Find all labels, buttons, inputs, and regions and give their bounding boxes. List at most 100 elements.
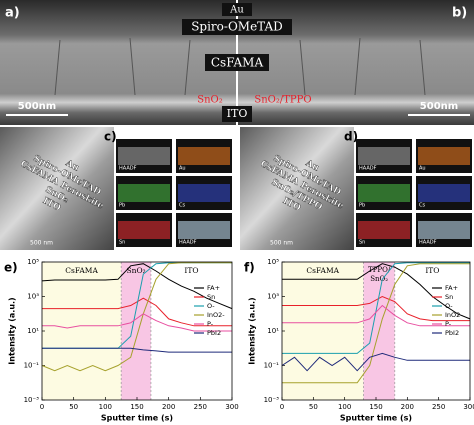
layer-label: SnO₂ bbox=[197, 95, 223, 106]
element-map-signal bbox=[118, 184, 170, 202]
x-tick-label: 300 bbox=[463, 403, 474, 411]
panel-label: e) bbox=[4, 261, 18, 275]
x-tick-label: 50 bbox=[309, 403, 318, 411]
series-line bbox=[41, 263, 233, 310]
element-map-label: HAADF bbox=[359, 166, 377, 172]
chart: CsFAMA TPPO/SnO₂ ITO 10⁻³ 10⁻¹ 10¹ 10³ 10⁵ 0 50 10… bbox=[244, 258, 474, 423]
layer-label: Spiro-OMeTAD bbox=[191, 20, 283, 34]
x-tick-label: 0 bbox=[40, 403, 44, 411]
scale-bar-label: 500nm bbox=[420, 101, 458, 112]
x-tick-label: 250 bbox=[194, 403, 207, 411]
y-tick-label: 10¹ bbox=[267, 327, 279, 335]
plot-frame bbox=[281, 261, 471, 401]
legend-label: InO2- bbox=[445, 311, 463, 319]
tem-image bbox=[240, 127, 354, 250]
region bbox=[121, 262, 151, 400]
element-map-label: Sn bbox=[359, 240, 365, 246]
panel-label: d) bbox=[344, 130, 358, 144]
panel-label: c) bbox=[104, 130, 117, 144]
x-tick-label: 200 bbox=[162, 403, 175, 411]
series-line bbox=[282, 263, 470, 384]
panel-label: f) bbox=[244, 261, 255, 275]
series-line bbox=[282, 263, 471, 320]
element-map-signal bbox=[418, 147, 470, 165]
legend-label: Sn bbox=[445, 293, 453, 301]
y-tick-label: 10³ bbox=[267, 293, 279, 301]
legend-label: PbI2 bbox=[445, 329, 459, 337]
element-map-signal bbox=[358, 184, 410, 202]
region bbox=[282, 262, 364, 400]
legend-label: FA+ bbox=[207, 284, 220, 292]
series-line bbox=[282, 262, 470, 354]
region-label: ITO bbox=[184, 266, 198, 275]
element-map-signal bbox=[358, 147, 410, 165]
x-tick-label: 200 bbox=[401, 403, 414, 411]
scale-bar-label: 500nm bbox=[18, 101, 56, 112]
layer-label: Au bbox=[229, 5, 244, 16]
element-map-signal bbox=[118, 147, 170, 165]
region-label: SnO₂ bbox=[370, 275, 388, 283]
layer-label: SnO₂/TPPO bbox=[254, 95, 311, 106]
element-map-signal bbox=[418, 221, 470, 239]
y-axis-label: Intensity (a.u.) bbox=[8, 297, 17, 364]
y-tick-label: 10³ bbox=[27, 293, 39, 301]
series-line bbox=[42, 297, 232, 327]
element-map-label: Pb bbox=[119, 203, 125, 209]
panel-label: b) bbox=[452, 6, 467, 21]
element-map-label: HAADF bbox=[119, 166, 137, 172]
legend-label: P- bbox=[207, 320, 214, 328]
layer-label: ITO bbox=[227, 107, 248, 120]
x-tick-label: 250 bbox=[432, 403, 445, 411]
series-line bbox=[42, 347, 232, 353]
region-label: ITO bbox=[425, 266, 439, 275]
scale-bar-label: 500 nm bbox=[30, 240, 53, 247]
element-map-label: Pb bbox=[359, 203, 365, 209]
y-tick-label: 10⁻¹ bbox=[264, 362, 280, 370]
region-label: CsFAMA bbox=[306, 266, 339, 275]
legend-label: InO2- bbox=[207, 311, 225, 319]
element-map-label: Cs bbox=[179, 203, 185, 209]
grain-boundaries bbox=[54, 37, 426, 96]
panel-label: a) bbox=[5, 6, 20, 21]
legend-label: PbI2 bbox=[207, 329, 221, 337]
element-map-signal bbox=[178, 147, 230, 165]
legend-label: O- bbox=[445, 302, 453, 310]
region bbox=[394, 262, 470, 400]
x-axis-label: Sputter time (s) bbox=[340, 414, 412, 423]
tem-image bbox=[0, 127, 114, 250]
element-map-label: HAADF bbox=[419, 240, 437, 246]
y-tick-label: 10⁵ bbox=[27, 258, 39, 266]
plot-frame bbox=[41, 261, 233, 401]
legend-label: Sn bbox=[207, 293, 215, 301]
sem-image: a) b) Au Spiro-OMeTAD CsFAMA SnO₂ SnO₂/T… bbox=[0, 0, 474, 125]
x-tick-label: 100 bbox=[338, 403, 351, 411]
scale-bar-label: 500 nm bbox=[270, 240, 293, 247]
x-tick-label: 300 bbox=[225, 403, 238, 411]
y-tick-label: 10⁵ bbox=[267, 258, 279, 266]
element-map-signal bbox=[178, 221, 230, 239]
element-map-label: Cs bbox=[419, 203, 425, 209]
x-axis-label: Sputter time (s) bbox=[101, 414, 173, 423]
x-tick-label: 0 bbox=[280, 403, 284, 411]
x-tick-label: 150 bbox=[130, 403, 143, 411]
x-tick-label: 100 bbox=[99, 403, 112, 411]
series-line bbox=[282, 295, 470, 322]
legend-label: O- bbox=[207, 302, 215, 310]
legend-label: FA+ bbox=[445, 284, 458, 292]
series-line bbox=[41, 262, 232, 372]
y-tick-label: 10¹ bbox=[27, 327, 39, 335]
y-tick-label: 10⁻¹ bbox=[24, 362, 40, 370]
series-line bbox=[282, 304, 470, 327]
series-line bbox=[281, 352, 470, 372]
element-map-label: Au bbox=[419, 166, 426, 172]
element-map-signal bbox=[358, 221, 410, 239]
x-tick-label: 150 bbox=[369, 403, 382, 411]
series-line bbox=[42, 313, 232, 332]
region-label: SnO₂ bbox=[126, 266, 145, 275]
element-map-label: HAADF bbox=[179, 240, 197, 246]
charts: CsFAMA SnO₂ ITO 10⁻³ 10⁻¹ 10¹ 10³ 10⁵ 0 50 100 150 2… bbox=[4, 258, 474, 423]
x-tick-label: 50 bbox=[69, 403, 78, 411]
y-axis-label: Intensity (a.u.) bbox=[248, 297, 257, 364]
